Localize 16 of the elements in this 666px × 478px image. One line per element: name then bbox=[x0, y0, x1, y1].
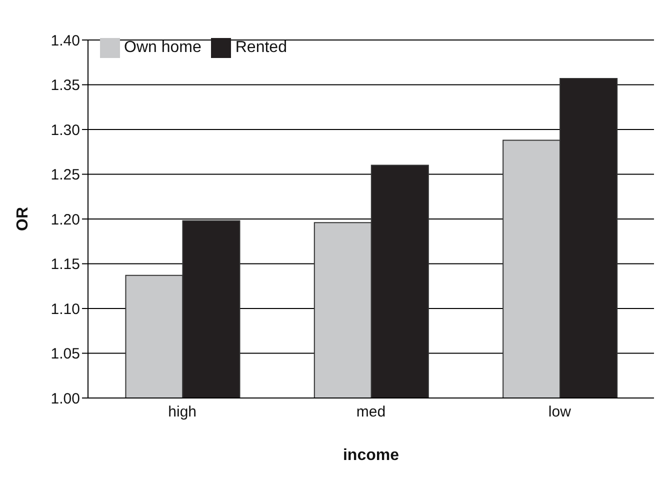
legend-label: Own home bbox=[124, 39, 202, 56]
x-axis-title: income bbox=[342, 447, 400, 464]
y-tick-label: 1.05 bbox=[50, 346, 80, 363]
y-axis-title: OR bbox=[14, 206, 32, 231]
y-tick-label: 1.15 bbox=[50, 256, 80, 274]
y-tick-label: 1.25 bbox=[50, 166, 80, 184]
x-tick-label: med bbox=[356, 404, 386, 421]
x-tick-label: low bbox=[548, 404, 572, 421]
legend-label: Rented bbox=[235, 39, 287, 56]
x-tick-label: high bbox=[168, 404, 197, 421]
y-tick-label: 1.20 bbox=[50, 211, 80, 228]
y-tick-label: 1.30 bbox=[50, 122, 80, 139]
y-tick-label: 1.00 bbox=[50, 390, 80, 408]
y-tick-label: 1.10 bbox=[50, 300, 80, 318]
y-tick-label: 1.35 bbox=[50, 77, 80, 94]
y-tick-label: 1.40 bbox=[50, 32, 80, 50]
